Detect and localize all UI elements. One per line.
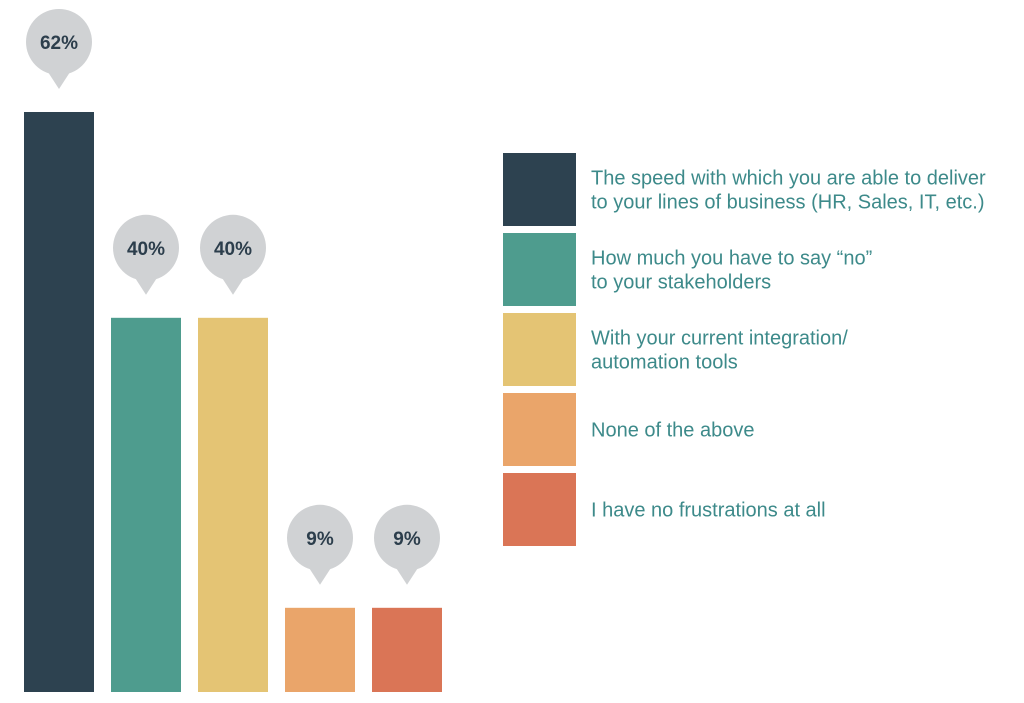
data-label-bubble-4: 9% xyxy=(287,504,353,585)
bubble-pointer xyxy=(394,564,420,585)
bubble-circle xyxy=(26,9,92,75)
bubble-circle xyxy=(374,504,440,571)
legend-swatch xyxy=(503,233,576,306)
data-label-2: 40% xyxy=(127,239,165,260)
bubble-circle xyxy=(287,504,353,571)
legend-item-1: The speed with which you are able to del… xyxy=(503,153,986,226)
legend-swatch xyxy=(503,393,576,466)
legend-label-line: With your current integration/ xyxy=(591,328,848,350)
legend-item-4: None of the above xyxy=(503,393,754,466)
legend-swatch xyxy=(503,153,576,226)
bubble-pointer xyxy=(46,69,72,89)
legend-swatch xyxy=(503,313,576,386)
legend: The speed with which you are able to del… xyxy=(503,153,986,546)
bubble-pointer xyxy=(133,274,159,295)
legend-label-line: How much you have to say “no” xyxy=(591,248,872,270)
legend-label-line: to your stakeholders xyxy=(591,272,771,294)
data-label-4: 9% xyxy=(306,529,334,550)
data-label-layer: 62% 40% 40% 9% 9% xyxy=(26,9,440,585)
bubble-circle xyxy=(113,214,179,281)
legend-swatch xyxy=(503,473,576,546)
bubble-circle xyxy=(200,214,266,281)
data-label-1: 62% xyxy=(40,33,78,54)
data-label-bubble-1: 62% xyxy=(26,9,92,89)
legend-label-line: I have no frustrations at all xyxy=(591,500,826,522)
legend-label-line: to your lines of business (HR, Sales, IT… xyxy=(591,192,985,214)
legend-label-line: The speed with which you are able to del… xyxy=(591,168,986,190)
data-label-bubble-2: 40% xyxy=(113,214,179,295)
legend-label-line: automation tools xyxy=(591,352,738,374)
data-label-5: 9% xyxy=(393,529,421,550)
legend-item-3: With your current integration/automation… xyxy=(503,313,848,386)
bar-5 xyxy=(372,607,442,692)
data-label-bubble-3: 40% xyxy=(200,214,266,295)
data-label-3: 40% xyxy=(214,239,252,260)
bubble-pointer xyxy=(307,564,333,585)
bubble-pointer xyxy=(220,274,246,295)
data-label-bubble-5: 9% xyxy=(374,504,440,585)
legend-item-5: I have no frustrations at all xyxy=(503,473,826,546)
bars-layer xyxy=(24,112,442,692)
bar-3 xyxy=(198,317,268,692)
legend-item-2: How much you have to say “no”to your sta… xyxy=(503,233,872,306)
bar-1 xyxy=(24,112,94,692)
bar-4 xyxy=(285,607,355,692)
bar-2 xyxy=(111,317,181,692)
legend-label-line: None of the above xyxy=(591,420,754,442)
